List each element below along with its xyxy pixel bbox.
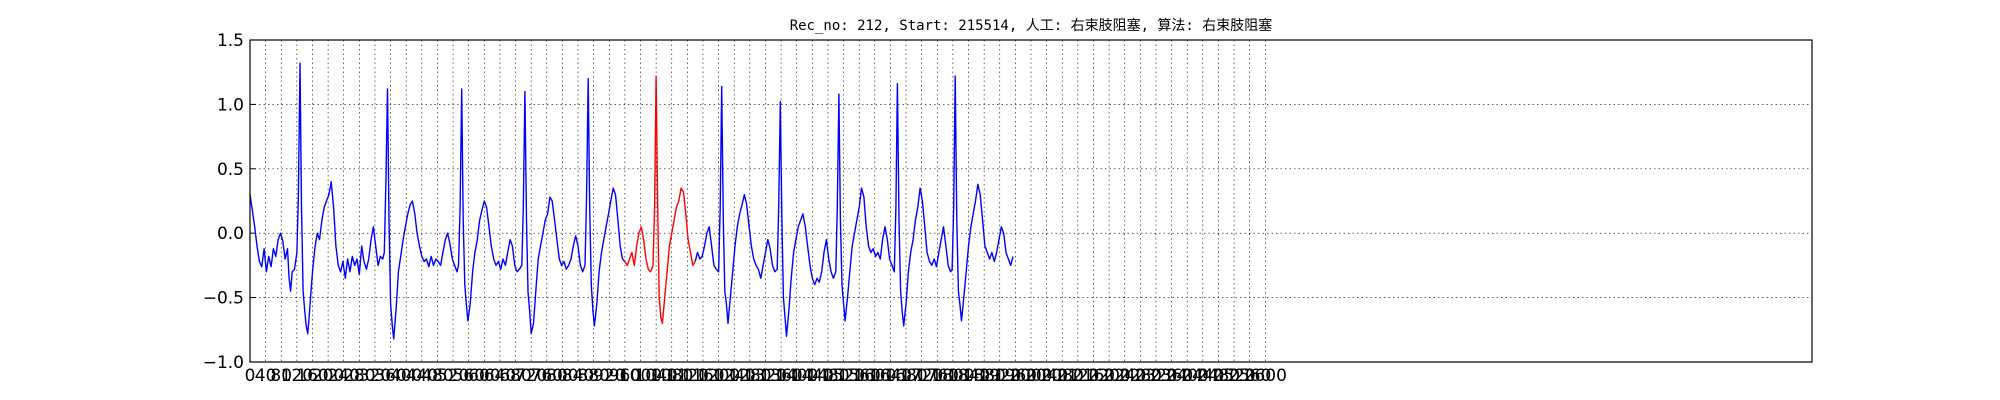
plot-frame (249, 39, 1813, 363)
x-tick-label: 520 (437, 366, 469, 386)
x-tick-label: 1760 (916, 366, 959, 386)
x-tick-label: 920 (593, 366, 625, 386)
ecg-series-line-3 (694, 75, 1014, 337)
x-tick-label: 1640 (869, 366, 912, 386)
x-tick-label: 1320 (744, 366, 787, 386)
x-tick-label: 1160 (681, 366, 724, 386)
y-tick-label: 1.5 (217, 31, 244, 51)
x-tick-label: 2600 (1244, 366, 1287, 386)
x-tick-label: 680 (499, 366, 531, 386)
x-tick-label: 2280 (1119, 366, 1162, 386)
x-tick-label: 1240 (713, 366, 756, 386)
x-tick-label: 2400 (1166, 366, 1209, 386)
x-tick-label: 1560 (838, 366, 881, 386)
x-tick-label: 640 (484, 366, 516, 386)
x-tick-label: 1720 (900, 366, 943, 386)
x-tick-label: 2360 (1150, 366, 1193, 386)
y-tick-label: 0.0 (217, 224, 244, 244)
x-tick-label: 2200 (1087, 366, 1130, 386)
x-tick-label: 1280 (728, 366, 771, 386)
x-tick-label: 1440 (791, 366, 834, 386)
x-tick-label: 120 (281, 366, 313, 386)
x-tick-label: 1880 (963, 366, 1006, 386)
y-tick-label: 1.0 (217, 95, 244, 115)
x-tick-label: 40 (255, 366, 277, 386)
x-tick-label: 240 (327, 366, 359, 386)
x-tick-label: 1000 (619, 366, 662, 386)
x-tick-label: 880 (577, 366, 609, 386)
x-tick-label: 1360 (759, 366, 802, 386)
x-tick-label: 1920 (978, 366, 1021, 386)
x-tick-label: 1120 (666, 366, 709, 386)
x-tick-label: 720 (515, 366, 547, 386)
x-tick-label: 1840 (947, 366, 990, 386)
x-tick-label: 320 (359, 366, 391, 386)
x-tick-label: 160 (296, 366, 328, 386)
ecg-series-line-2 (624, 75, 696, 325)
x-tick-label: 440 (406, 366, 438, 386)
chart-title: Rec_no: 212, Start: 215514, 人工: 右束肢阻塞, 算… (790, 17, 1273, 34)
grid-lines (250, 40, 1812, 362)
x-tick-label: 480 (421, 366, 453, 386)
x-tick-label: 2240 (1103, 366, 1146, 386)
x-tick-label: 1080 (650, 366, 693, 386)
x-tick-label: 2320 (1134, 366, 1177, 386)
x-tick-label: 2520 (1212, 366, 1255, 386)
x-tick-label: 1200 (697, 366, 740, 386)
y-tick-label: −1.0 (203, 353, 244, 373)
x-tick-label: 600 (468, 366, 500, 386)
x-tick-label: 2120 (1056, 366, 1099, 386)
ecg-series-line-1 (249, 62, 626, 340)
x-tick-label: 1680 (884, 366, 927, 386)
x-tick-label: 2000 (1009, 366, 1052, 386)
x-tick-label: 1600 (853, 366, 896, 386)
x-tick-label: 0 (245, 366, 256, 386)
x-tick-label: 280 (343, 366, 375, 386)
x-tick-label: 800 (546, 366, 578, 386)
x-tick-label: 1480 (806, 366, 849, 386)
x-tick-label: 960 (609, 366, 641, 386)
y-tick-label: 0.5 (217, 160, 244, 180)
x-tick-label: 2480 (1197, 366, 1240, 386)
x-tick-label: 200 (312, 366, 344, 386)
x-tick-label: 360 (374, 366, 406, 386)
y-tick-label: −0.5 (203, 289, 244, 309)
series-lines (249, 62, 1014, 340)
y-axis-ticks: −1.0 −0.5 0.0 0.5 1.0 1.5 (203, 31, 256, 373)
x-tick-label: 1040 (634, 366, 677, 386)
x-tick-label: 840 (562, 366, 594, 386)
x-tick-label: 2440 (1181, 366, 1224, 386)
x-tick-label: 760 (531, 366, 563, 386)
x-tick-label: 2160 (1072, 366, 1115, 386)
x-tick-label: 1800 (931, 366, 974, 386)
x-tick-label: 80 (270, 366, 292, 386)
x-tick-label: 2560 (1228, 366, 1271, 386)
x-tick-label: 1400 (775, 366, 818, 386)
x-tick-label: 2040 (1025, 366, 1068, 386)
x-tick-label: 400 (390, 366, 422, 386)
x-tick-label: 2080 (1041, 366, 1084, 386)
x-axis-ticks: 0 408012016020024028032036040044048052056… (245, 366, 1287, 386)
x-tick-label: 1960 (994, 366, 1037, 386)
x-tick-label: 1520 (822, 366, 865, 386)
x-tick-label: 560 (452, 366, 484, 386)
